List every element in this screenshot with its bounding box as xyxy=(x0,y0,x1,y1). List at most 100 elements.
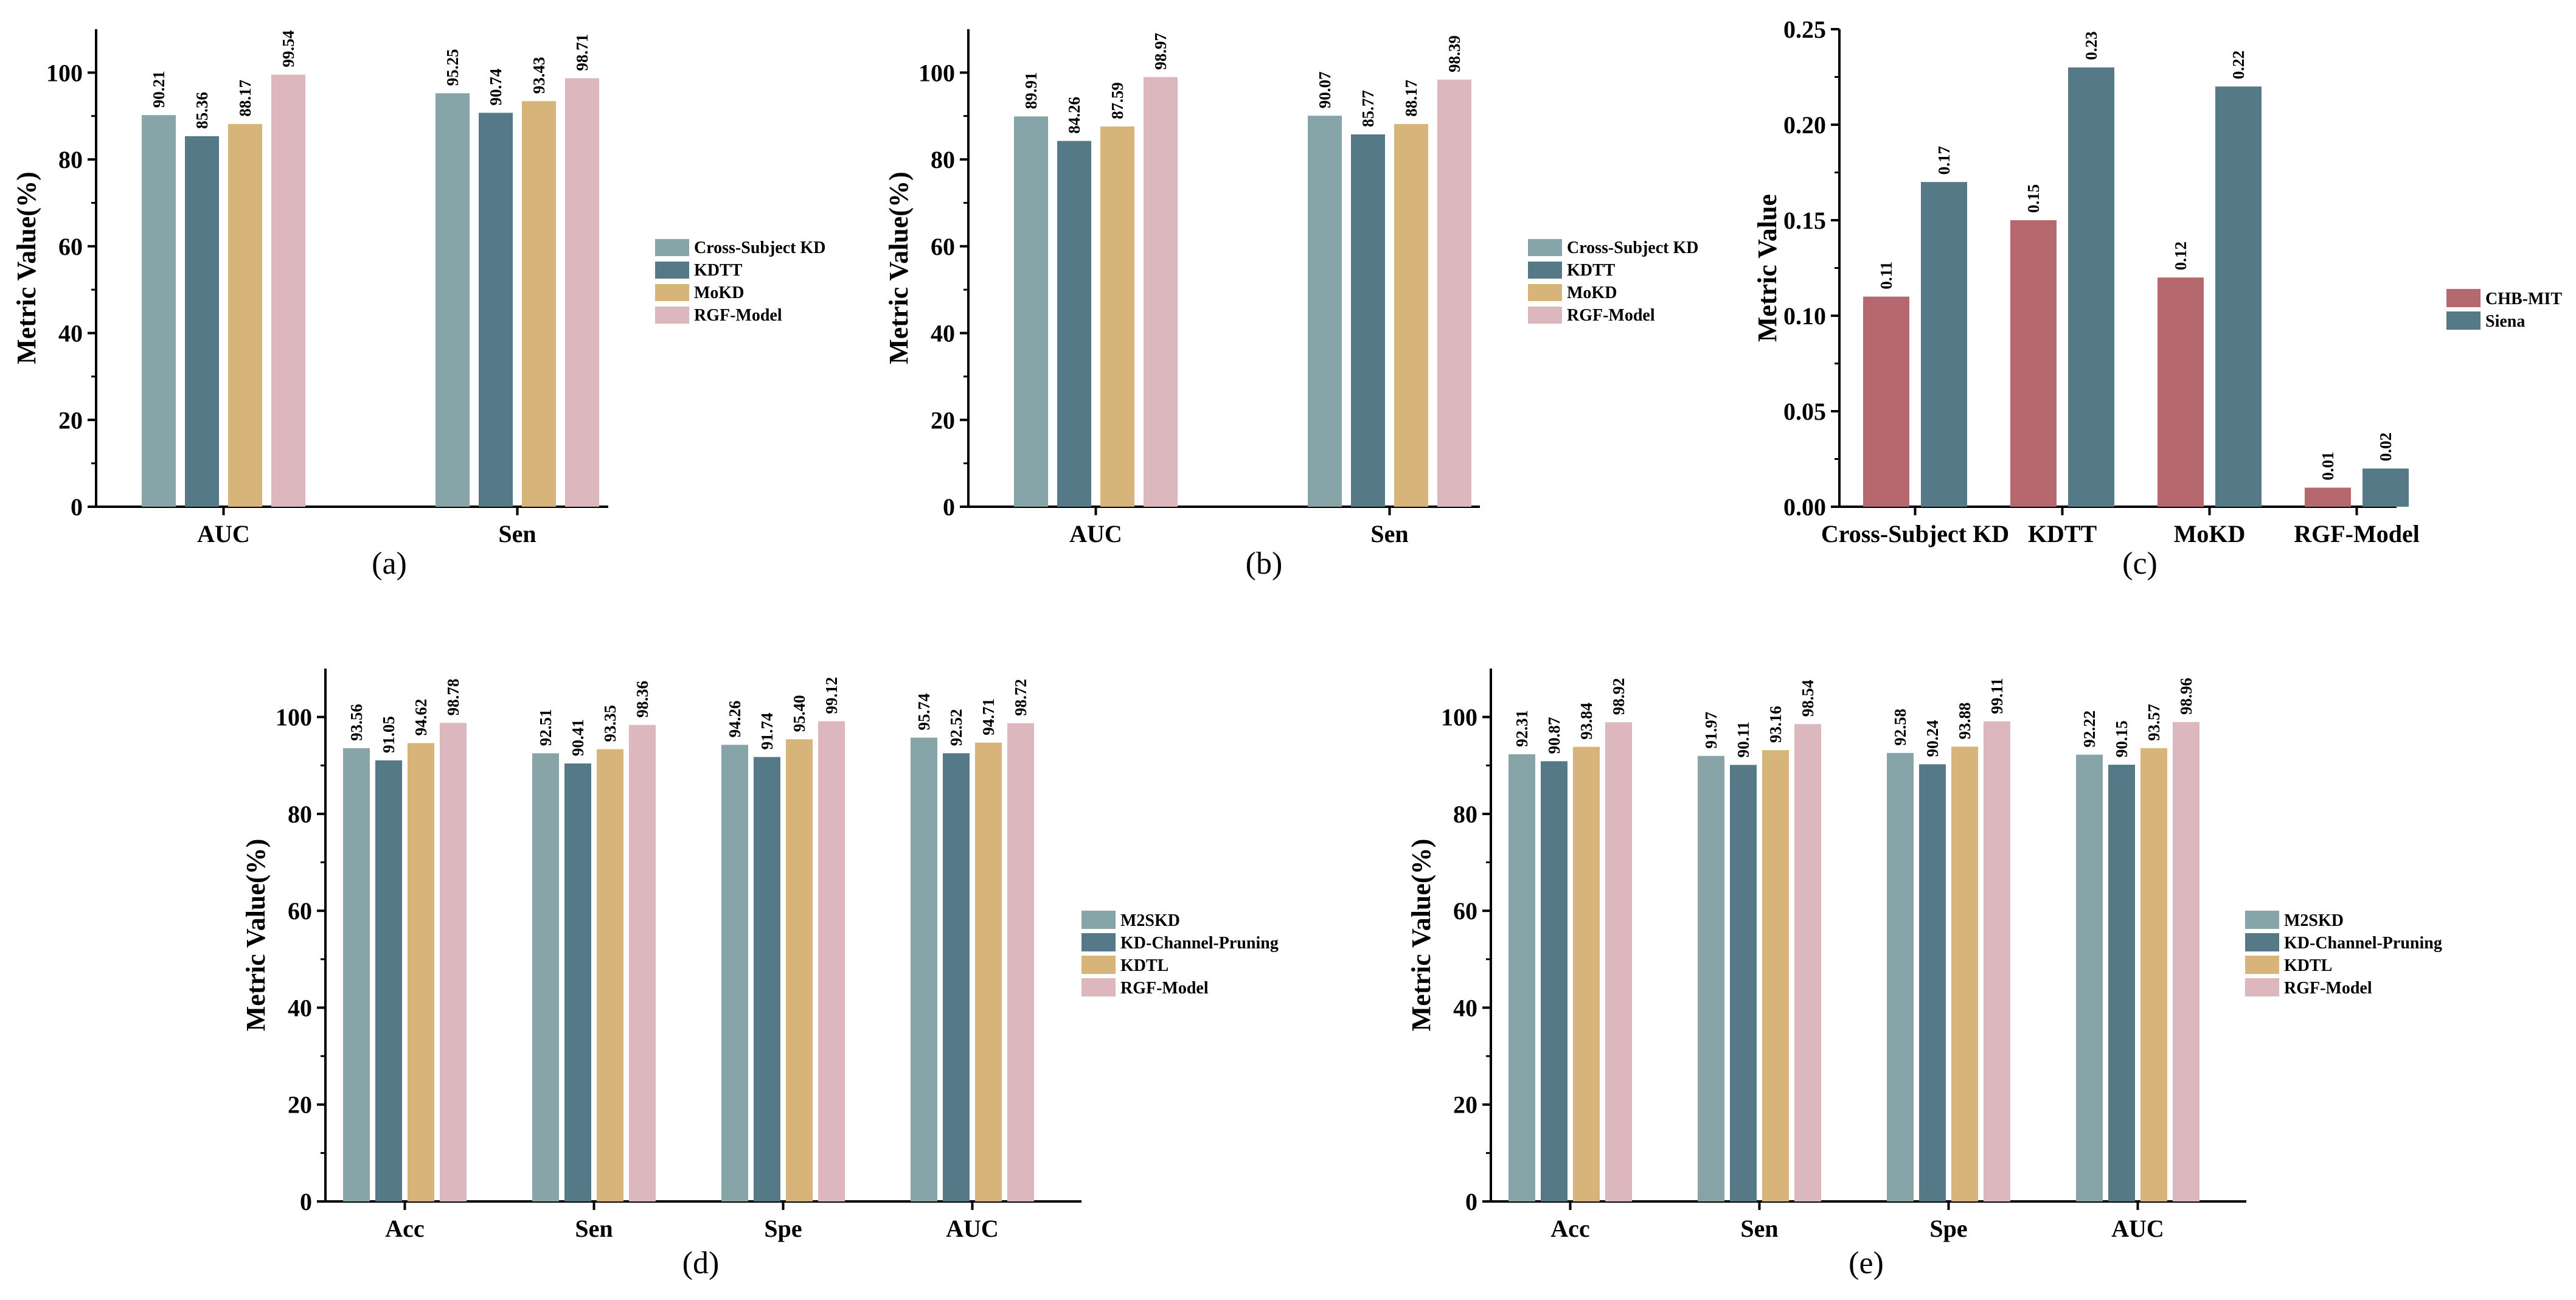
legend-swatch-rgf-model xyxy=(1528,307,1562,324)
bar-kdtt-sen xyxy=(479,113,513,507)
legend-swatch-mokd xyxy=(655,284,689,301)
legend-label-kdtl: KDTL xyxy=(1120,956,1168,975)
legend-label-mokd: MoKD xyxy=(694,283,744,302)
bar-rgf-model-spe xyxy=(1984,721,2010,1201)
data-label-rgf-model-sen: 98.54 xyxy=(1799,680,1817,717)
legend-swatch-kdtt xyxy=(1528,262,1562,279)
data-label-chb-mit-rgf-model: 0.01 xyxy=(2319,451,2337,480)
legend-swatch-cross-subject-kd xyxy=(1528,239,1562,256)
bar-kdtl-sen xyxy=(1762,750,1789,1201)
y-tick-label: 20 xyxy=(931,406,955,434)
legend: Cross-Subject KD KDTT MoKD RGF-Model xyxy=(655,238,825,325)
bar-cross-subject-kd-sen xyxy=(1308,116,1342,507)
bar-m2skd-auc xyxy=(911,737,937,1201)
data-label-kdtl-spe: 95.40 xyxy=(790,695,808,732)
legend-label-cross-subject-kd: Cross-Subject KD xyxy=(1567,238,1698,257)
data-label-siena-kdtt: 0.23 xyxy=(2082,32,2100,60)
data-label-rgf-model-spe: 99.11 xyxy=(1988,678,2006,714)
bar-m2skd-spe xyxy=(721,745,748,1201)
data-label-mokd-auc: 87.59 xyxy=(1108,82,1127,119)
data-label-kd-channel-pruning-spe: 91.74 xyxy=(758,713,776,750)
data-label-rgf-model-auc: 98.97 xyxy=(1151,33,1170,70)
legend-swatch-rgf-model xyxy=(2245,978,2279,996)
data-label-kdtl-acc: 94.62 xyxy=(412,699,430,736)
data-label-rgf-model-auc: 98.72 xyxy=(1012,679,1030,716)
bar-chb-mit-rgf-model xyxy=(2305,487,2351,507)
x-tick-label-acc: Acc xyxy=(385,1215,424,1242)
data-label-mokd-sen: 88.17 xyxy=(1402,80,1420,117)
bar-kdtt-auc xyxy=(1057,141,1091,507)
bar-rgf-model-sen xyxy=(1437,79,1471,507)
data-label-cross-subject-kd-sen: 90.07 xyxy=(1316,71,1334,108)
data-label-siena-mokd: 0.22 xyxy=(2229,50,2248,79)
legend-label-rgf-model: RGF-Model xyxy=(1567,306,1655,325)
panel-label: (d) xyxy=(682,1246,720,1281)
bar-cross-subject-kd-auc xyxy=(1014,116,1048,507)
data-label-rgf-model-acc: 98.78 xyxy=(444,679,462,716)
bar-kdtl-acc xyxy=(408,743,434,1201)
x-tick-label-sen: Sen xyxy=(498,520,536,547)
data-label-cross-subject-kd-sen: 95.25 xyxy=(443,49,462,86)
y-tick-label: 0 xyxy=(943,493,955,521)
legend-swatch-chb-mit xyxy=(2446,289,2481,307)
legend-label-rgf-model: RGF-Model xyxy=(1120,979,1209,998)
data-label-cross-subject-kd-auc: 89.91 xyxy=(1022,72,1040,109)
data-label-kd-channel-pruning-acc: 91.05 xyxy=(380,716,398,753)
legend: M2SKD KD-Channel-Pruning KDTL RGF-Model xyxy=(1081,911,1279,998)
legend-swatch-kd-channel-pruning xyxy=(2245,933,2279,951)
x-tick-label-sen: Sen xyxy=(1740,1215,1778,1242)
legend-swatch-rgf-model xyxy=(655,307,689,324)
bar-cross-subject-kd-auc xyxy=(142,115,176,507)
bar-chb-mit-kdtt xyxy=(2010,220,2057,507)
y-tick-label: 20 xyxy=(288,1091,312,1119)
bar-mokd-sen xyxy=(1394,123,1428,507)
legend-swatch-m2skd xyxy=(1081,911,1116,929)
bar-kd-channel-pruning-sen xyxy=(1730,765,1757,1201)
bar-mokd-auc xyxy=(228,123,262,507)
y-tick-label: 0.25 xyxy=(1783,16,1826,43)
panel-e: 0 20 40 60 80 100 Metric Value(%) 92.31 90.87 93.… xyxy=(1406,669,2442,1281)
data-label-kdtt-sen: 90.74 xyxy=(487,69,505,106)
bar-rgf-model-auc xyxy=(271,74,305,507)
y-tick-label: 80 xyxy=(931,146,955,173)
panel-c: 0.00 0.05 0.10 0.15 0.20 0.25 Metric Value 0.11… xyxy=(1752,16,2562,581)
y-tick-label: 60 xyxy=(1453,897,1477,925)
bar-siena-rgf-model xyxy=(2362,468,2409,507)
data-label-rgf-model-spe: 99.12 xyxy=(822,677,841,714)
panel-label: (c) xyxy=(2122,546,2158,581)
data-label-kdtl-auc: 94.71 xyxy=(979,698,998,735)
y-tick-label: 20 xyxy=(1453,1091,1477,1119)
data-label-kdtt-auc: 84.26 xyxy=(1065,97,1083,134)
x-tick-label-cross-subject-kd: Cross-Subject KD xyxy=(1821,520,2009,547)
y-tick-label: 100 xyxy=(918,59,955,86)
data-label-kd-channel-pruning-auc: 92.52 xyxy=(947,709,965,746)
legend-swatch-mokd xyxy=(1528,284,1562,301)
y-tick-label: 0 xyxy=(300,1188,312,1215)
bar-kd-channel-pruning-acc xyxy=(1541,761,1567,1201)
bar-siena-mokd xyxy=(2215,86,2262,507)
legend-label-chb-mit: CHB-MIT xyxy=(2485,290,2562,308)
legend-label-m2skd: M2SKD xyxy=(2284,911,2344,930)
legend-label-kd-channel-pruning: KD-Channel-Pruning xyxy=(2284,934,2442,953)
y-tick-label: 100 xyxy=(276,704,312,731)
data-label-m2skd-auc: 95.74 xyxy=(915,693,933,731)
data-label-rgf-model-acc: 98.92 xyxy=(1609,678,1628,715)
bar-kd-channel-pruning-sen xyxy=(564,763,591,1201)
bar-mokd-auc xyxy=(1100,126,1134,507)
bar-kd-channel-pruning-auc xyxy=(943,753,970,1201)
y-tick-label: 0.05 xyxy=(1783,398,1826,425)
data-label-rgf-model-sen: 98.71 xyxy=(573,34,591,71)
data-label-kdtl-sen: 93.16 xyxy=(1766,706,1785,743)
y-tick-label: 40 xyxy=(931,320,955,347)
data-label-chb-mit-cross-subject-kd: 0.11 xyxy=(1877,262,1895,290)
x-tick-label-spe: Spe xyxy=(764,1215,802,1242)
bar-kdtt-auc xyxy=(185,136,219,507)
legend-label-cross-subject-kd: Cross-Subject KD xyxy=(694,238,825,257)
y-tick-label: 0.10 xyxy=(1783,302,1826,330)
data-label-kd-channel-pruning-acc: 90.87 xyxy=(1545,717,1563,754)
data-label-kdtl-auc: 93.57 xyxy=(2145,704,2163,741)
panel-a: 0 20 40 60 80 100 Metric Value(%) 90.21 85.36 88.… xyxy=(12,29,825,581)
y-axis-title: Metric Value(%) xyxy=(1406,839,1436,1031)
legend-swatch-siena xyxy=(2446,311,2481,330)
